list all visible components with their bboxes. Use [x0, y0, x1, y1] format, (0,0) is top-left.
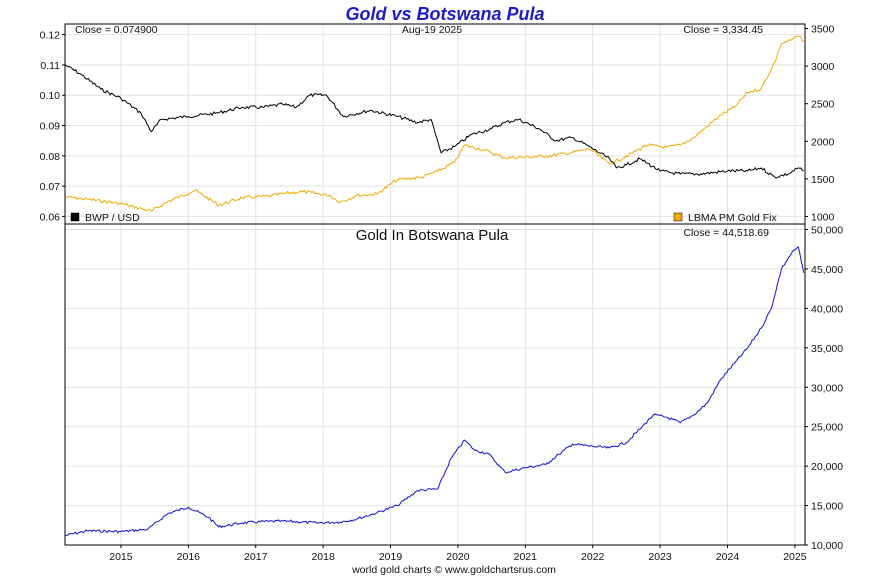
bottom-tick-label-30,000: 30,000: [811, 382, 843, 394]
x-tick-label-2022: 2022: [581, 551, 605, 563]
right-tick-label-1000: 1000: [811, 211, 835, 223]
left-tick-label-0.07: 0.07: [40, 181, 61, 193]
legend-swatch-bwp-usd: [70, 212, 80, 222]
series-line-bwp-usd: [64, 64, 804, 179]
legend-label-gold-fix: LBMA PM Gold Fix: [688, 212, 777, 224]
x-tick-label-2023: 2023: [648, 551, 672, 563]
bottom-tick-label-25,000: 25,000: [811, 422, 843, 434]
x-tick-label-2015: 2015: [109, 551, 133, 563]
right-tick-label-2000: 2000: [811, 136, 835, 148]
right-tick-label-2500: 2500: [811, 99, 835, 111]
bottom-tick-label-40,000: 40,000: [811, 303, 843, 315]
bottom-tick-label-20,000: 20,000: [811, 461, 843, 473]
bottom-tick-label-15,000: 15,000: [811, 501, 843, 513]
bottom-panel-frame: [64, 223, 806, 546]
close-right-label: Close = 3,334.45: [683, 24, 763, 36]
lower-panel-title: Gold In Botswana Pula: [356, 227, 509, 244]
footer-credit: world gold charts © www.goldchartsrus.co…: [351, 564, 556, 575]
top-panel-frame: [64, 23, 806, 225]
x-tick-label-2024: 2024: [716, 551, 740, 563]
chart-title: Gold vs Botswana Pula: [345, 4, 544, 24]
right-tick-label-1500: 1500: [811, 174, 835, 186]
left-tick-label-0.12: 0.12: [40, 30, 61, 42]
bottom-tick-label-50,000: 50,000: [811, 225, 843, 237]
left-tick-label-0.10: 0.10: [40, 90, 61, 102]
left-tick-label-0.08: 0.08: [40, 151, 61, 163]
right-tick-label-3000: 3000: [811, 61, 835, 73]
series-line-gold-in-pula: [64, 246, 805, 536]
bottom-tick-label-45,000: 45,000: [811, 264, 843, 276]
x-tick-label-2020: 2020: [446, 551, 470, 563]
left-tick-label-0.11: 0.11: [40, 60, 60, 72]
left-tick-label-0.09: 0.09: [40, 121, 61, 133]
right-tick-label-3500: 3500: [811, 24, 835, 36]
x-tick-label-2017: 2017: [244, 551, 268, 563]
series-line-gold-fix: [64, 35, 804, 212]
date-label: Aug-19 2025: [402, 24, 462, 36]
bottom-tick-label-10,000: 10,000: [811, 540, 843, 552]
legend-label-bwp-usd: BWP / USD: [85, 212, 140, 224]
left-tick-label-0.06: 0.06: [40, 211, 61, 223]
close-left-label: Close = 0.074900: [75, 24, 158, 36]
x-tick-label-2025: 2025: [783, 551, 807, 563]
x-tick-label-2021: 2021: [514, 551, 538, 563]
x-tick-label-2019: 2019: [379, 551, 403, 563]
legend-swatch-gold-fix: [673, 212, 683, 222]
x-tick-label-2016: 2016: [177, 551, 201, 563]
bottom-tick-label-35,000: 35,000: [811, 343, 843, 355]
lower-close-label: Close = 44,518.69: [683, 227, 769, 239]
x-tick-label-2018: 2018: [311, 551, 335, 563]
